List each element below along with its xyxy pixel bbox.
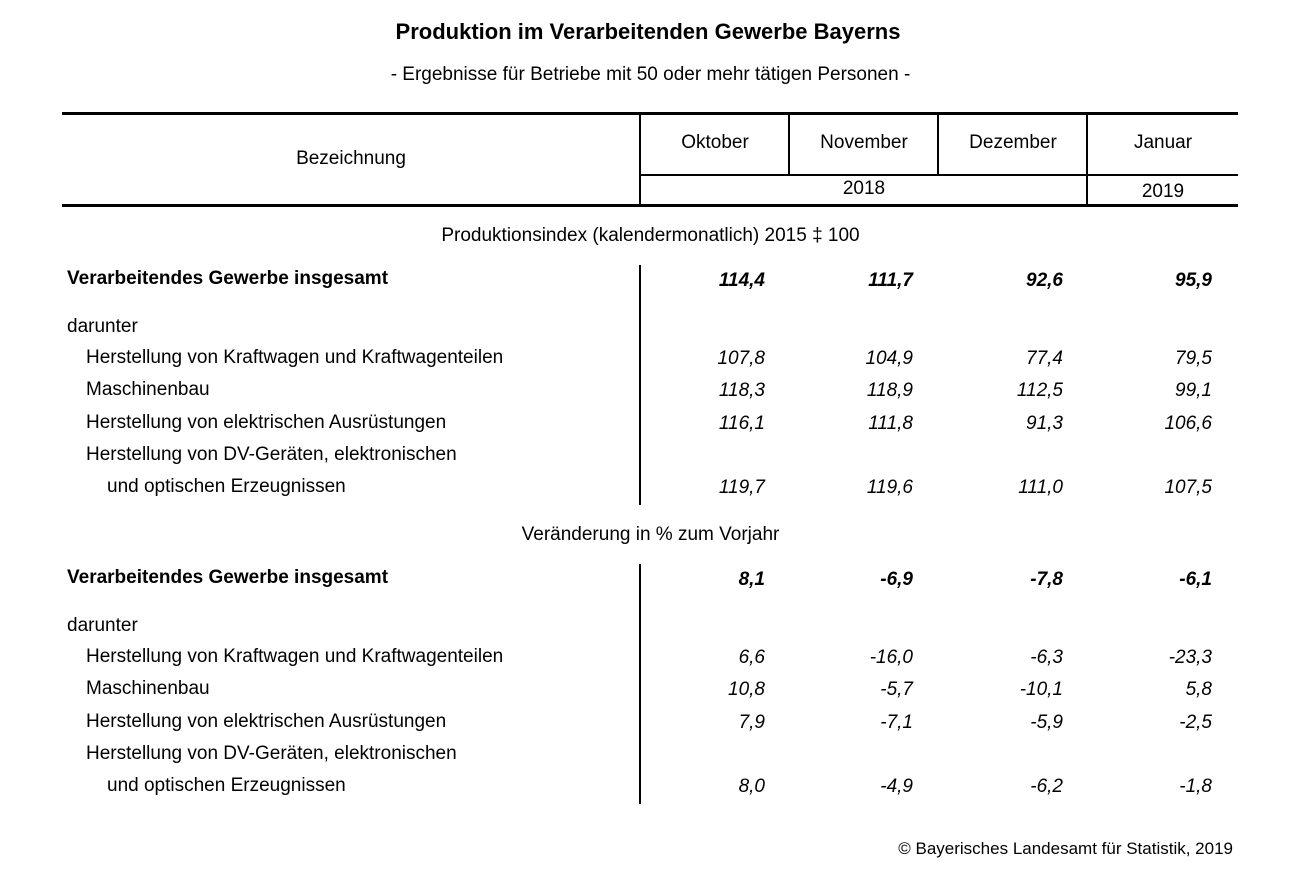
row-value: 118,3	[718, 380, 765, 401]
total-value: 95,9	[1175, 270, 1212, 291]
row-value: -6,3	[1030, 647, 1063, 668]
row-label-continuation: und optischen Erzeugnissen	[107, 476, 346, 497]
column-divider	[639, 564, 641, 804]
total-value: 8,1	[738, 569, 765, 590]
row-value: -2,5	[1179, 712, 1212, 733]
total-value: -7,8	[1030, 569, 1063, 590]
row-label: Herstellung von DV-Geräten, elektronisch…	[86, 743, 457, 764]
row-label: Maschinenbau	[86, 678, 210, 699]
row-value: 99,1	[1175, 380, 1212, 401]
row-value: 104,9	[865, 348, 913, 369]
darunter-label: darunter	[67, 615, 138, 636]
row-value: 91,3	[1026, 413, 1063, 434]
column-header-month: Januar	[1133, 132, 1193, 153]
row-label: Herstellung von elektrischen Ausrüstunge…	[86, 711, 447, 732]
row-value: -7,1	[880, 712, 913, 733]
row-value: 118,9	[866, 380, 913, 401]
row-value: -1,8	[1179, 776, 1212, 797]
column-header-bezeichnung: Bezeichnung	[296, 148, 406, 169]
year-header-2018: 2018	[842, 178, 886, 199]
row-label: Herstellung von Kraftwagen und Kraftwage…	[86, 347, 504, 368]
top-rule	[62, 112, 1238, 115]
page-subtitle: - Ergebnisse für Betriebe mit 50 oder me…	[390, 64, 911, 85]
section-title: Veränderung in % zum Vorjahr	[521, 524, 780, 545]
row-value: -5,7	[880, 679, 913, 700]
total-value: -6,1	[1179, 569, 1212, 590]
total-row-label: Verarbeitendes Gewerbe insgesamt	[67, 567, 389, 588]
total-value: 114,4	[718, 270, 765, 291]
row-value: -16,0	[869, 647, 913, 668]
row-value: -6,2	[1030, 776, 1063, 797]
total-value: 111,7	[868, 270, 913, 291]
total-row-label: Verarbeitendes Gewerbe insgesamt	[67, 268, 389, 289]
header-divider	[1086, 113, 1088, 206]
header-bottom-rule	[62, 204, 1238, 207]
row-value: 6,6	[738, 647, 765, 668]
row-value: 111,8	[868, 413, 913, 434]
total-value: 92,6	[1026, 270, 1063, 291]
row-label-continuation: und optischen Erzeugnissen	[107, 775, 346, 796]
header-divider	[937, 113, 939, 175]
row-label: Herstellung von Kraftwagen und Kraftwage…	[86, 646, 504, 667]
page-title: Produktion im Verarbeitenden Gewerbe Bay…	[395, 19, 901, 44]
row-value: 79,5	[1175, 348, 1212, 369]
row-value: 77,4	[1026, 348, 1063, 369]
total-value: -6,9	[880, 569, 913, 590]
row-value: -10,1	[1019, 679, 1063, 700]
row-value: 116,1	[718, 413, 765, 434]
column-header-month: Dezember	[969, 132, 1057, 153]
copyright-footer: © Bayerisches Landesamt für Statistik, 2…	[898, 839, 1233, 858]
row-value: 7,9	[738, 712, 765, 733]
section-title: Produktionsindex (kalendermonatlich) 201…	[441, 225, 860, 246]
row-value: 112,5	[1016, 380, 1063, 401]
year-header-2019: 2019	[1141, 181, 1185, 202]
row-value: 119,7	[718, 477, 765, 498]
row-value: 119,6	[866, 477, 913, 498]
row-value: 111,0	[1018, 477, 1063, 498]
row-label: Maschinenbau	[86, 379, 210, 400]
row-label: Herstellung von elektrischen Ausrüstunge…	[86, 412, 447, 433]
row-value: -23,3	[1168, 647, 1212, 668]
column-header-month: Oktober	[681, 132, 749, 153]
darunter-label: darunter	[67, 316, 138, 337]
row-value: 107,8	[717, 348, 765, 369]
column-header-month: November	[820, 132, 908, 153]
row-value: 107,5	[1164, 477, 1212, 498]
header-divider	[788, 113, 790, 175]
row-value: -5,9	[1030, 712, 1063, 733]
row-value: 8,0	[738, 776, 765, 797]
header-divider	[639, 113, 641, 206]
column-divider	[639, 265, 641, 505]
row-value: 106,6	[1164, 413, 1212, 434]
row-value: 10,8	[728, 679, 765, 700]
header-mid-rule	[640, 174, 1238, 176]
row-value: -4,9	[880, 776, 913, 797]
row-value: 5,8	[1185, 679, 1212, 700]
row-label: Herstellung von DV-Geräten, elektronisch…	[86, 444, 457, 465]
